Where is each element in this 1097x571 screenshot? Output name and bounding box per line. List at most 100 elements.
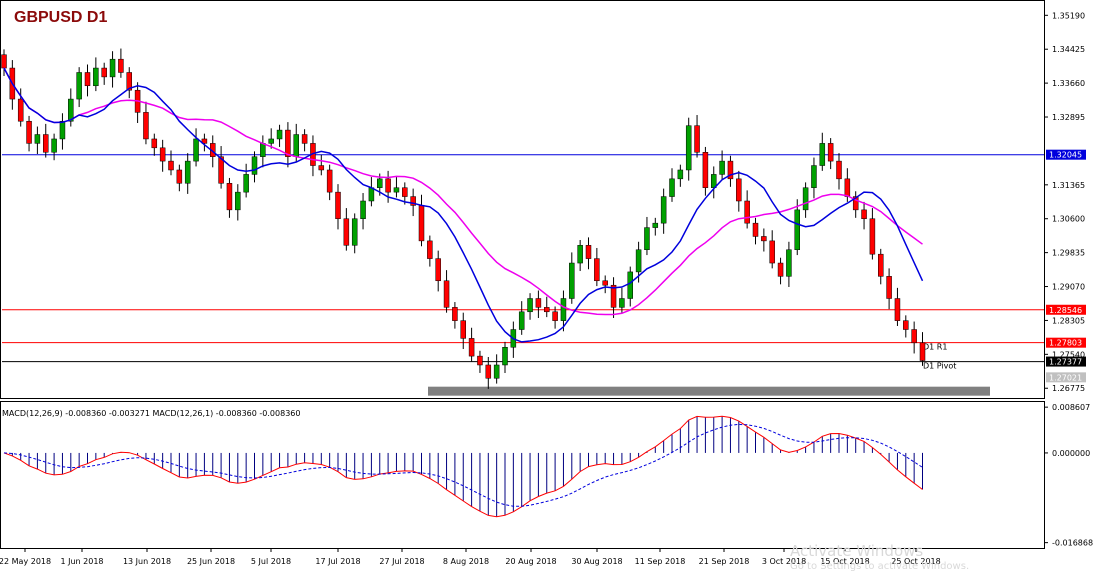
candle-body xyxy=(635,249,642,273)
level-price-label: 1.27803 xyxy=(1049,339,1082,348)
candle-body xyxy=(627,271,633,299)
candle-body xyxy=(26,120,32,144)
candle-body xyxy=(752,222,759,237)
candle-body xyxy=(685,125,692,171)
level-tag: D1 R1 xyxy=(923,343,947,352)
macd-y-tick-label: 0.008607 xyxy=(1052,403,1090,412)
candle-body xyxy=(569,262,575,299)
candle-body xyxy=(911,329,917,344)
candle-body xyxy=(669,178,675,197)
level-price-label: 1.28546 xyxy=(1049,306,1082,315)
candle-body xyxy=(276,129,283,140)
x-tick-label: 8 Aug 2018 xyxy=(443,557,489,566)
candle-body xyxy=(427,240,433,259)
candle-body xyxy=(886,276,892,299)
candle-body xyxy=(126,72,132,91)
ma-slow-line xyxy=(3,67,923,316)
candle-body xyxy=(101,67,107,78)
candle-body xyxy=(878,253,884,277)
level-price-label: 1.32045 xyxy=(1049,151,1082,160)
watermark-line1: Activate Windows xyxy=(790,542,923,560)
candle-body xyxy=(393,187,400,193)
y-tick-label: 1.32895 xyxy=(1052,113,1085,122)
candle-body xyxy=(377,178,383,188)
candle-body xyxy=(418,205,425,242)
x-tick-label: 11 Sep 2018 xyxy=(635,557,686,566)
candle-body xyxy=(719,160,725,175)
candle-body xyxy=(243,174,249,193)
y-tick-label: 1.30600 xyxy=(1052,215,1085,224)
candle-body xyxy=(84,72,91,87)
level-price-label: 1.27377 xyxy=(1049,358,1082,367)
candle-body xyxy=(235,191,241,211)
candle-body xyxy=(109,58,116,78)
x-tick-label: 21 Sep 2018 xyxy=(699,557,750,566)
level-price-box xyxy=(1046,149,1086,160)
candle-body xyxy=(819,143,826,166)
y-tick-label: 1.29070 xyxy=(1052,283,1085,292)
y-tick-label: 1.26775 xyxy=(1052,384,1085,393)
candle-body xyxy=(293,134,299,157)
candle-body xyxy=(811,165,817,188)
candle-body xyxy=(644,227,650,251)
y-tick-label: 1.34425 xyxy=(1052,45,1085,54)
candle-body xyxy=(602,280,608,286)
x-tick-label: 5 Jul 2018 xyxy=(251,557,291,566)
macd-signal-line xyxy=(3,423,923,507)
candle-body xyxy=(694,125,700,153)
candle-body xyxy=(502,347,508,366)
x-tick-label: 13 Jun 2018 xyxy=(123,557,171,566)
candle-body xyxy=(736,178,742,202)
candle-body xyxy=(452,307,458,321)
candle-body xyxy=(894,298,901,321)
bid-price-label: 1.27021 xyxy=(1049,373,1082,382)
candle-body xyxy=(260,143,266,157)
candle-body xyxy=(903,320,909,330)
candle-body xyxy=(226,183,233,211)
y-tick-label: 1.28305 xyxy=(1052,316,1085,325)
candle-body xyxy=(218,156,224,184)
watermark-line2: Go to Settings to activate Windows. xyxy=(790,561,969,571)
candle-body xyxy=(402,187,408,197)
candle-body xyxy=(335,191,341,219)
candle-body xyxy=(318,165,325,171)
candle-body xyxy=(168,160,174,171)
candle-body xyxy=(193,138,199,162)
candle-body xyxy=(477,355,483,366)
x-tick-label: 25 Oct 2018 xyxy=(891,557,940,566)
candle-body xyxy=(677,169,684,180)
candle-body xyxy=(143,112,149,140)
candle-body xyxy=(827,143,834,162)
candle-body xyxy=(861,209,867,219)
candle-body xyxy=(836,160,842,180)
y-tick-label: 1.31365 xyxy=(1052,181,1085,190)
macd-y-tick-label: -0.016868 xyxy=(1052,539,1093,548)
candle-body xyxy=(702,152,709,188)
candle-body xyxy=(610,284,617,308)
x-tick-label: 22 May 2018 xyxy=(0,557,51,566)
candle-body xyxy=(43,134,49,153)
x-tick-label: 30 Aug 2018 xyxy=(571,557,622,566)
candle-body xyxy=(385,178,391,193)
candle-body xyxy=(527,298,533,313)
x-tick-label: 17 Jul 2018 xyxy=(315,557,360,566)
candle-body xyxy=(326,169,333,193)
x-tick-label: 20 Aug 2018 xyxy=(505,557,556,566)
y-tick-label: 1.33660 xyxy=(1052,79,1085,88)
candle-body xyxy=(493,364,500,379)
support-zone-bar xyxy=(428,386,990,396)
candle-body xyxy=(802,187,809,211)
candle-body xyxy=(76,72,82,100)
x-tick-label: 15 Oct 2018 xyxy=(820,557,869,566)
level-price-box xyxy=(1046,337,1086,348)
candle-body xyxy=(460,320,466,339)
candle-body xyxy=(410,196,416,206)
candle-body xyxy=(68,98,74,122)
x-tick-label: 3 Oct 2018 xyxy=(762,557,806,566)
candle-body xyxy=(552,311,558,321)
candle-body xyxy=(744,200,750,224)
bid-price-box xyxy=(1046,372,1086,383)
candle-body xyxy=(285,129,291,157)
candle-body xyxy=(852,196,859,211)
